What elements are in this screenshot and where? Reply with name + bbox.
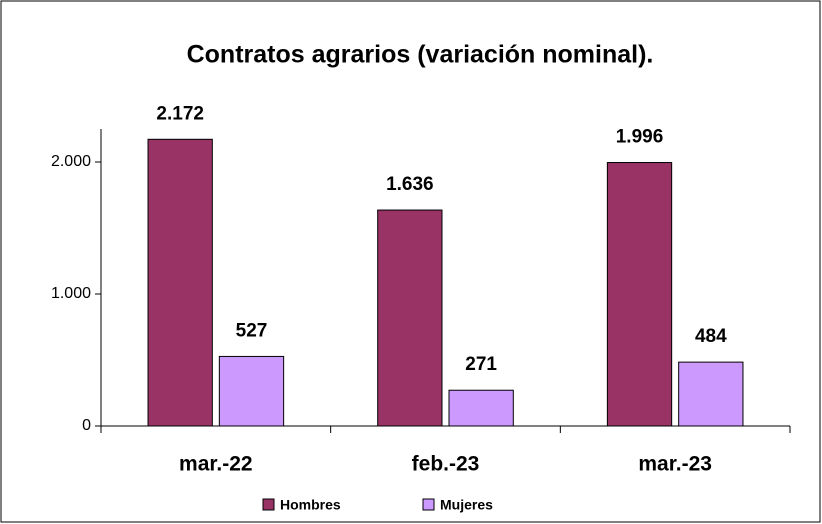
bar [147,138,213,427]
bar [606,162,673,427]
value-label: 271 [465,354,497,375]
bar [678,361,744,427]
x-tick-label: mar.-22 [179,453,253,476]
x-tick-label: feb.-23 [412,453,480,476]
value-label: 484 [695,326,727,347]
legend-swatch [422,498,435,511]
value-label: 1.636 [386,174,434,195]
y-tick-label: 2.000 [51,153,91,170]
x-tick-label: mar.-23 [638,453,712,476]
legend-swatch [262,498,275,511]
bar [377,209,443,427]
legend-label: Hombres [280,497,341,513]
y-tick-label: 1.000 [51,285,91,302]
legend-label: Mujeres [440,497,493,513]
chart-title: Contratos agrarios (variación nominal). [187,41,654,69]
value-label: 527 [236,320,268,341]
bar [448,389,514,427]
bar [218,355,285,427]
value-label: 2.172 [156,103,204,124]
y-tick-label: 0 [82,417,91,434]
value-label: 1.996 [616,127,664,148]
